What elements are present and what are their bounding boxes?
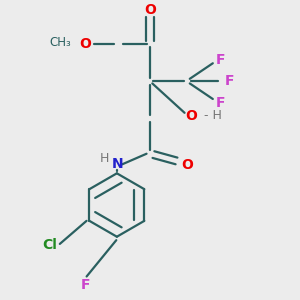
- Text: O: O: [144, 3, 156, 17]
- Text: F: F: [224, 74, 234, 88]
- Text: F: F: [216, 52, 225, 67]
- Text: O: O: [182, 158, 194, 172]
- Text: F: F: [80, 278, 90, 292]
- Text: O: O: [79, 37, 91, 51]
- Text: O: O: [185, 109, 197, 123]
- Text: N: N: [112, 157, 123, 171]
- Text: - H: - H: [204, 109, 222, 122]
- Text: H: H: [100, 152, 110, 165]
- Text: CH₃: CH₃: [49, 36, 71, 49]
- Text: Cl: Cl: [43, 238, 58, 252]
- Text: F: F: [216, 96, 225, 110]
